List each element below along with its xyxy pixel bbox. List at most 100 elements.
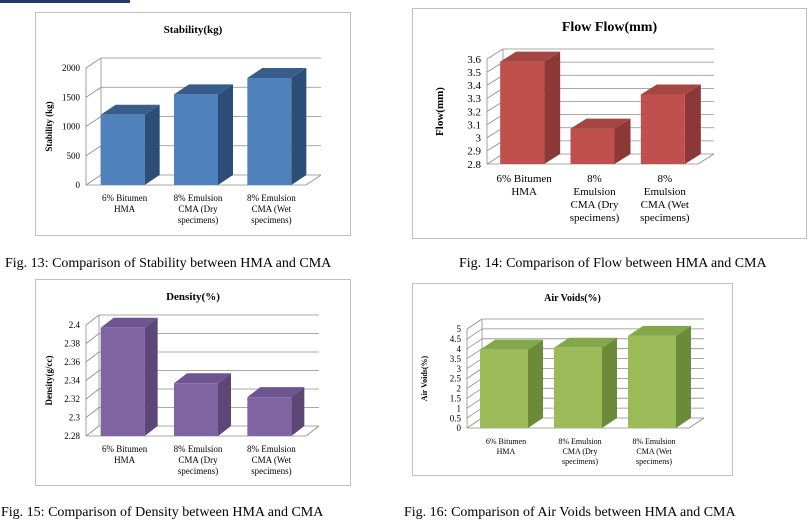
x-category-label-line: 8% bbox=[657, 173, 672, 185]
x-category-label-line: 8% Emulsion bbox=[558, 437, 601, 446]
x-category-label: 6% Bitumen HMA bbox=[102, 193, 148, 214]
x-category-label-line: 8% Emulsion bbox=[174, 444, 223, 454]
x-category-label-line: specimens) bbox=[178, 215, 219, 225]
bar-front bbox=[554, 347, 602, 428]
gridline-slant bbox=[466, 417, 483, 429]
x-category-label-line: CMA (Dry bbox=[563, 447, 598, 456]
bar-front bbox=[174, 383, 218, 436]
flow-chart: Flow Flow(mm) 2.8 2.9 3 3.1 3.2 3.3 3.4 3.5 3.6 Fl… bbox=[412, 8, 807, 239]
x-category-label: 8% Emulsion CMA (Dry specimens) bbox=[174, 444, 223, 476]
x-category-label-line: 8% Emulsion bbox=[632, 437, 675, 446]
bar-top bbox=[480, 339, 543, 350]
gridline-slant bbox=[85, 370, 100, 381]
y-tick-label: 2.34 bbox=[64, 376, 80, 386]
x-category-label: 8% Emulsion CMA (Dry specimens) bbox=[174, 193, 223, 225]
gridline-slant bbox=[85, 407, 100, 418]
y-tick-label: 2.9 bbox=[467, 146, 481, 158]
x-category-label-line: 8% Emulsion bbox=[247, 444, 296, 454]
gridline-slant bbox=[85, 116, 102, 127]
floor-right-edge bbox=[305, 174, 322, 186]
x-category-label-line: Emulsion bbox=[573, 186, 616, 198]
y-axis-label: Flow(mm) bbox=[434, 87, 446, 136]
gridline-slant bbox=[85, 388, 100, 400]
y-axis-label: Air Voids(%) bbox=[420, 355, 429, 401]
bar-1 bbox=[100, 104, 160, 185]
y-tick-label: 1000 bbox=[62, 122, 81, 132]
bar-top bbox=[100, 317, 158, 328]
bar-top bbox=[100, 104, 160, 115]
y-tick-label: 4.5 bbox=[450, 334, 462, 344]
y-tick-label: 2.32 bbox=[64, 394, 80, 404]
gridline-slant bbox=[85, 174, 102, 186]
bar-side bbox=[291, 67, 307, 185]
y-tick-label: 3.2 bbox=[467, 106, 481, 118]
x-category-label-line: 8% bbox=[587, 173, 602, 185]
gridline-slant bbox=[466, 348, 483, 360]
gridline-slant bbox=[85, 57, 102, 69]
gridline-slant bbox=[85, 86, 102, 98]
density-chart-svg: Density(%) 2.28 2.3 2.32 2.34 2.36 2.38 2.4 Dens… bbox=[44, 291, 320, 476]
x-category-label: 8% Emulsion CMA (Wet specimens) bbox=[247, 444, 296, 476]
y-tick-label: 3 bbox=[457, 364, 462, 374]
y-tick-label: 3.5 bbox=[467, 67, 481, 79]
bar-front bbox=[100, 114, 145, 185]
y-tick-label: 0.5 bbox=[450, 413, 462, 423]
bar-side bbox=[544, 51, 561, 164]
bar-3 bbox=[247, 67, 307, 185]
floor-right-edge bbox=[305, 425, 320, 437]
bar-2 bbox=[570, 118, 631, 164]
x-category-label: 8% Emulsion CMA (Wet specimens) bbox=[247, 193, 296, 225]
x-category-label: 8% Emulsion CMA (Dry specimens) bbox=[570, 173, 620, 224]
bar-front bbox=[570, 128, 615, 164]
y-tick-label: 2.4 bbox=[69, 320, 81, 330]
y-tick-label: 0 bbox=[457, 423, 462, 433]
x-category-label-line: specimens) bbox=[251, 466, 292, 476]
bar-side bbox=[144, 104, 160, 185]
x-category-label: 6% Bitumen HMA bbox=[497, 173, 553, 198]
x-category-label-line: specimens) bbox=[251, 215, 292, 225]
bar-front bbox=[500, 61, 545, 164]
y-tick-label: 2.3 bbox=[69, 413, 81, 423]
bar-top bbox=[174, 84, 233, 95]
x-category-label-line: 6% Bitumen bbox=[102, 444, 148, 454]
air-voids-chart-svg: Air Voids(%) 00.511.522.533.544.55 Air Voi… bbox=[420, 293, 705, 466]
bar-side bbox=[218, 373, 231, 436]
bar-front bbox=[480, 349, 528, 428]
x-category-label-line: 8% Emulsion bbox=[247, 193, 296, 203]
bar-3 bbox=[640, 84, 701, 164]
bar-side bbox=[684, 84, 701, 164]
x-category-label: 8% Emulsion CMA (Wet specimens) bbox=[640, 173, 690, 224]
gridline-slant bbox=[466, 358, 483, 369]
gridline-slant bbox=[85, 333, 100, 344]
gridline-slant bbox=[466, 387, 483, 399]
y-tick-label: 500 bbox=[67, 151, 81, 161]
bar-top bbox=[554, 337, 617, 348]
y-tick-label: 2.8 bbox=[467, 159, 481, 171]
gridline-slant bbox=[466, 397, 483, 409]
bar-front bbox=[247, 77, 292, 185]
chart-title: Stability(kg) bbox=[164, 24, 223, 36]
x-category-label-line: HMA bbox=[497, 447, 516, 456]
fig14-caption: Fig. 14: Comparison of Flow between HMA … bbox=[459, 256, 767, 271]
bar-side bbox=[614, 118, 631, 164]
x-category-label-line: CMA (Dry bbox=[571, 199, 619, 211]
bar-top bbox=[628, 325, 691, 336]
y-tick-label: 2.28 bbox=[64, 431, 80, 441]
y-tick-label: 2.38 bbox=[64, 339, 80, 349]
bar-3 bbox=[247, 387, 305, 436]
x-category-label-line: Emulsion bbox=[644, 186, 687, 198]
x-category-label-line: 6% Bitumen bbox=[486, 437, 526, 446]
floor-right-edge bbox=[688, 417, 705, 429]
floor-right-edge bbox=[697, 153, 715, 165]
y-axis-label: Density(g/cc) bbox=[44, 356, 54, 406]
bar-side bbox=[218, 84, 233, 185]
bar-2 bbox=[174, 373, 231, 436]
x-category-label: 6% Bitumen HMA bbox=[486, 437, 526, 456]
x-category-label-line: 8% Emulsion bbox=[174, 193, 223, 203]
chart-title: Density(%) bbox=[166, 291, 220, 303]
x-category-label: 8% Emulsion CMA (Wet specimens) bbox=[632, 437, 675, 466]
y-tick-label: 3.3 bbox=[467, 93, 481, 105]
gridline-slant bbox=[466, 338, 483, 350]
fig16-caption: Fig. 16: Comparison of Air Voids between… bbox=[404, 505, 736, 520]
gridline-slant bbox=[466, 368, 483, 379]
